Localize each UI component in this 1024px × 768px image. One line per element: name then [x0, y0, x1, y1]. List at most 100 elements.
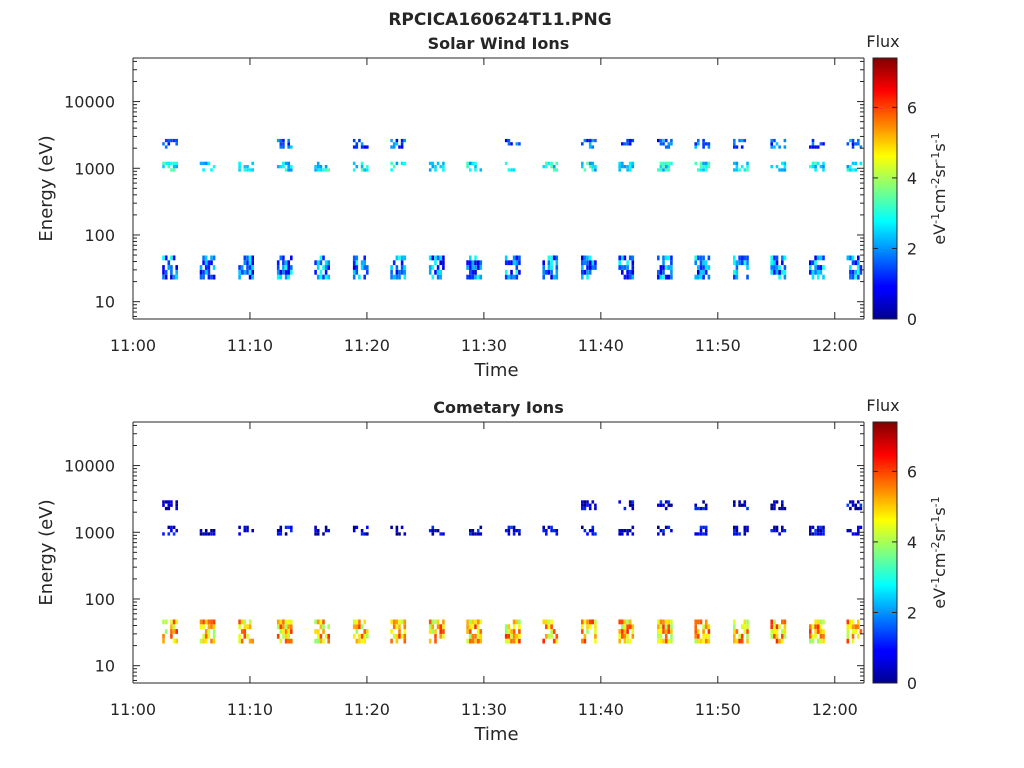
flux-cell: [781, 260, 784, 266]
flux-cell: [355, 145, 359, 149]
flux-cell: [702, 138, 705, 143]
flux-cell: [276, 138, 280, 143]
flux-cell: [664, 506, 668, 511]
flux-cell: [322, 532, 325, 536]
flux-cell: [202, 638, 205, 644]
flux-cell: [662, 255, 665, 261]
flux-cell: [512, 633, 516, 639]
flux-cell: [352, 265, 356, 270]
x-tick-label: 11:20: [344, 700, 390, 719]
flux-cell: [743, 168, 747, 172]
flux-cell: [670, 624, 673, 630]
flux-cell: [586, 265, 589, 270]
flux-cell: [704, 633, 708, 639]
y-tick-label: 100: [84, 590, 115, 609]
flux-cell: [400, 138, 404, 143]
flux-cell: [199, 532, 203, 536]
flux-cell: [167, 503, 171, 507]
flux-cell: [697, 638, 700, 644]
flux-cell: [846, 168, 850, 172]
flux-cell: [854, 168, 857, 172]
flux-cell: [175, 269, 178, 275]
flux-cell: [360, 168, 364, 172]
flux-cell: [327, 633, 330, 639]
flux-cell: [854, 629, 857, 634]
flux-cell: [439, 255, 442, 261]
flux-cell: [662, 142, 665, 146]
flux-cell: [471, 624, 475, 630]
flux-cell: [707, 629, 711, 634]
flux-cell: [550, 619, 553, 625]
flux-cell: [631, 138, 635, 143]
flux-cell: [694, 532, 697, 536]
flux-cell: [733, 145, 736, 149]
flux-cell: [621, 619, 624, 625]
flux-cell: [207, 265, 211, 270]
flux-cell: [355, 269, 359, 275]
flux-cell: [811, 145, 815, 149]
flux-cell: [431, 624, 435, 630]
flux-cell: [246, 525, 249, 529]
flux-cell: [358, 633, 361, 639]
flux-cell: [282, 138, 285, 143]
flux-cell: [775, 265, 779, 270]
flux-cell: [167, 165, 171, 169]
flux-cell: [210, 638, 213, 644]
flux-cell: [164, 269, 168, 275]
flux-cell: [702, 532, 705, 536]
flux-cell: [518, 269, 521, 275]
flux-cell: [507, 629, 511, 634]
flux-cell: [746, 638, 749, 644]
flux-cell: [628, 529, 632, 533]
flux-cell: [581, 265, 584, 270]
flux-cell: [442, 265, 445, 270]
flux-cell: [586, 260, 589, 266]
flux-cell: [778, 145, 781, 149]
flux-cell: [434, 529, 437, 533]
flux-cell: [175, 619, 178, 625]
flux-cell: [854, 260, 857, 266]
flux-cell: [707, 624, 711, 630]
flux-cell: [395, 638, 399, 644]
flux-cell: [694, 274, 697, 280]
flux-cell: [175, 638, 178, 644]
flux-cell: [167, 161, 171, 165]
flux-cell: [290, 165, 293, 169]
flux-cell: [284, 269, 288, 275]
flux-cell: [287, 165, 290, 169]
flux-cell: [442, 532, 445, 536]
flux-cell: [588, 145, 592, 149]
flux-cell: [398, 629, 401, 634]
flux-cell: [778, 269, 781, 275]
flux-cell: [816, 529, 820, 533]
flux-cell: [314, 260, 317, 266]
flux-cell: [631, 161, 635, 165]
flux-cell: [552, 168, 556, 172]
flux-cell: [707, 274, 711, 280]
flux-cell: [628, 168, 632, 172]
flux-cell: [621, 633, 624, 639]
flux-cell: [631, 503, 635, 507]
flux-cell: [746, 274, 749, 280]
flux-cell: [819, 525, 823, 529]
flux-cell: [469, 619, 472, 625]
flux-cell: [857, 506, 860, 511]
flux-cell: [363, 619, 366, 625]
flux-cell: [811, 165, 815, 169]
flux-cell: [162, 274, 165, 280]
flux-cell: [773, 629, 776, 634]
flux-cell: [212, 529, 216, 533]
flux-cell: [704, 506, 708, 511]
flux-cell: [327, 638, 330, 644]
flux-cell: [207, 274, 211, 280]
flux-cell: [479, 525, 483, 529]
figure-filename: RPCICA160624T11.PNG: [388, 10, 611, 30]
flux-cell: [697, 629, 700, 634]
flux-cell: [363, 145, 366, 149]
flux-cell: [707, 161, 711, 165]
flux-cell: [822, 619, 825, 625]
flux-cell: [697, 274, 700, 280]
flux-cell: [246, 260, 249, 266]
flux-cell: [507, 142, 511, 146]
